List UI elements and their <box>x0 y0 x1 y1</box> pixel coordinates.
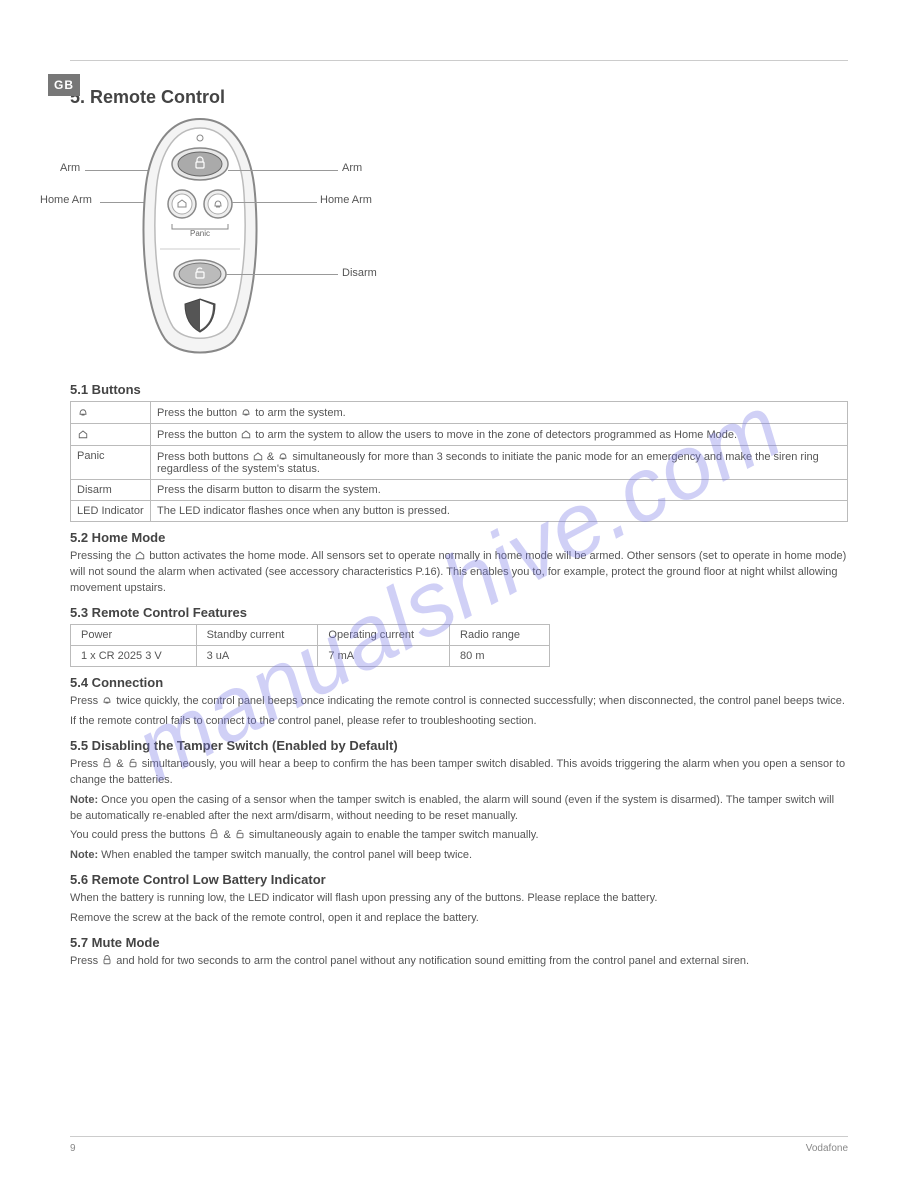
features-title: 5.3 Remote Control Features <box>70 605 848 620</box>
remote-diagram: Arm Home Arm Panic <box>70 114 848 374</box>
house-icon <box>240 428 252 440</box>
mute-text: Press and hold for two seconds to arm th… <box>70 954 848 970</box>
lock-icon <box>101 757 113 769</box>
bell-icon <box>77 406 89 418</box>
home-mode-title: 5.2 Home Mode <box>70 530 848 545</box>
tamper-note2: Note: When enabled the tamper switch man… <box>70 848 848 864</box>
buttons-table: Press the button to arm the system. Pres… <box>70 401 848 522</box>
cell-text: to arm the system to allow the users to … <box>255 429 737 441</box>
callout-home-arm-left: Home Arm <box>40 194 92 206</box>
remote-svg: Panic <box>120 114 280 364</box>
unlock-icon <box>127 757 139 769</box>
cell-text: to arm the system. <box>255 407 345 419</box>
mute-title: 5.7 Mute Mode <box>70 935 848 950</box>
footer-brand: Vodafone <box>806 1143 848 1154</box>
table-row: Press the button to arm the system. <box>71 402 848 424</box>
col-header: Power <box>71 624 197 645</box>
table-row: Power Standby current Operating current … <box>71 624 550 645</box>
connect-title: 5.4 Connection <box>70 675 848 690</box>
cell-text: Press the disarm button to disarm the sy… <box>151 480 848 501</box>
cell-text: 3 uA <box>196 645 318 666</box>
cell-text: Panic <box>71 446 151 480</box>
lock-icon <box>208 828 220 840</box>
panic-label: Panic <box>190 229 210 238</box>
tamper-p2: You could press the buttons & simultaneo… <box>70 828 848 844</box>
footer: 9 Vodafone <box>70 1136 848 1154</box>
lock-icon <box>101 954 113 966</box>
low-battery-title: 5.6 Remote Control Low Battery Indicator <box>70 872 848 887</box>
bell-icon <box>277 450 289 462</box>
cell-text: Press both buttons <box>157 451 249 463</box>
table-row: 1 x CR 2025 3 V 3 uA 7 mA 80 m <box>71 645 550 666</box>
house-icon <box>134 549 146 561</box>
col-header: Standby current <box>196 624 318 645</box>
callout-line <box>225 274 338 275</box>
tamper-p1: Press & simultaneously, you will hear a … <box>70 757 848 789</box>
callout-line <box>228 170 338 171</box>
cell-text: 1 x CR 2025 3 V <box>71 645 197 666</box>
cell-text: LED Indicator <box>71 501 151 522</box>
tamper-note: Note: Once you open the casing of a sens… <box>70 793 848 825</box>
callout-disarm: Disarm <box>342 267 377 279</box>
cell-text: Press the button <box>157 407 237 419</box>
table-row: Press the button to arm the system to al… <box>71 424 848 446</box>
connect-text2: If the remote control fails to connect t… <box>70 714 848 730</box>
top-rule <box>70 60 848 61</box>
col-header: Radio range <box>450 624 550 645</box>
bell-icon <box>240 406 252 418</box>
cell-text: The LED indicator flashes once when any … <box>151 501 848 522</box>
table-row: Disarm Press the disarm button to disarm… <box>71 480 848 501</box>
cell-text: 7 mA <box>318 645 450 666</box>
tamper-title: 5.5 Disabling the Tamper Switch (Enabled… <box>70 738 848 753</box>
house-icon <box>77 428 89 440</box>
low-battery-p2: Remove the screw at the back of the remo… <box>70 911 848 927</box>
callout-arm-left: Arm <box>60 162 80 174</box>
house-icon <box>252 450 264 462</box>
features-table: Power Standby current Operating current … <box>70 624 550 667</box>
connect-text: Press twice quickly, the control panel b… <box>70 694 848 710</box>
callout-home-arm-right: Home Arm <box>320 194 372 206</box>
home-mode-text: Pressing the button activates the home m… <box>70 549 848 597</box>
cell-text: Press the button <box>157 429 237 441</box>
callout-arm-right: Arm <box>342 162 362 174</box>
country-badge: GB <box>48 74 80 96</box>
unlock-icon <box>234 828 246 840</box>
bell-icon <box>101 694 113 706</box>
buttons-title: 5.1 Buttons <box>70 382 848 397</box>
table-row: Panic Press both buttons & simultaneousl… <box>71 446 848 480</box>
section-title: 5. Remote Control <box>70 87 848 108</box>
cell-text: 80 m <box>450 645 550 666</box>
low-battery-p1: When the battery is running low, the LED… <box>70 891 848 907</box>
table-row: LED Indicator The LED indicator flashes … <box>71 501 848 522</box>
cell-text: Disarm <box>71 480 151 501</box>
col-header: Operating current <box>318 624 450 645</box>
callout-line <box>232 202 317 203</box>
page-number: 9 <box>70 1143 76 1154</box>
